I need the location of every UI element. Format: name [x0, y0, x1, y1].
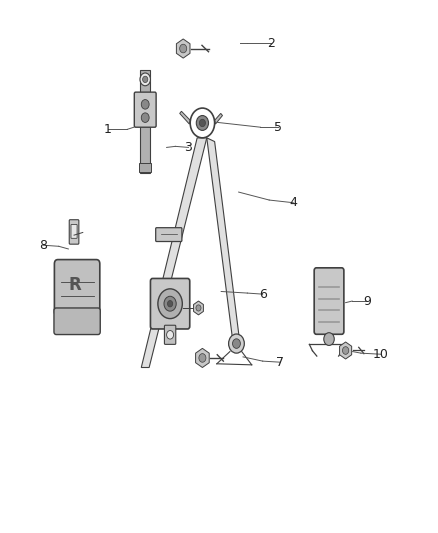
Text: 9: 9 — [364, 295, 371, 308]
Circle shape — [158, 289, 182, 319]
Text: 6: 6 — [259, 288, 267, 301]
Polygon shape — [141, 138, 207, 368]
Circle shape — [196, 116, 208, 131]
Circle shape — [199, 119, 205, 127]
Circle shape — [167, 301, 173, 307]
Polygon shape — [194, 301, 203, 315]
Circle shape — [140, 73, 150, 86]
FancyBboxPatch shape — [134, 92, 156, 127]
Polygon shape — [180, 111, 190, 124]
Circle shape — [143, 76, 148, 83]
Circle shape — [324, 333, 334, 345]
Circle shape — [141, 113, 149, 123]
Circle shape — [180, 44, 187, 53]
FancyBboxPatch shape — [54, 308, 100, 335]
Text: 10: 10 — [373, 348, 389, 361]
Circle shape — [233, 339, 240, 349]
Circle shape — [166, 330, 173, 339]
Circle shape — [164, 296, 176, 311]
Text: R: R — [68, 276, 81, 294]
Polygon shape — [215, 114, 223, 124]
Polygon shape — [177, 39, 190, 58]
Polygon shape — [339, 342, 352, 359]
FancyBboxPatch shape — [71, 224, 77, 238]
Text: 5: 5 — [274, 120, 282, 134]
Text: 7: 7 — [276, 356, 284, 369]
Circle shape — [229, 334, 244, 353]
Text: 4: 4 — [289, 196, 297, 209]
Circle shape — [141, 100, 149, 109]
FancyBboxPatch shape — [164, 325, 176, 344]
FancyBboxPatch shape — [69, 220, 79, 244]
Text: 3: 3 — [184, 141, 192, 154]
Text: 8: 8 — [39, 239, 47, 252]
Text: 2: 2 — [268, 37, 276, 50]
Polygon shape — [207, 138, 240, 344]
FancyBboxPatch shape — [150, 278, 190, 329]
FancyBboxPatch shape — [314, 268, 344, 334]
FancyBboxPatch shape — [155, 228, 182, 241]
Circle shape — [199, 353, 206, 362]
Circle shape — [196, 305, 201, 311]
FancyBboxPatch shape — [140, 70, 150, 173]
Circle shape — [343, 346, 349, 354]
FancyBboxPatch shape — [54, 260, 100, 316]
Polygon shape — [196, 349, 209, 368]
Polygon shape — [139, 163, 151, 172]
Text: 1: 1 — [104, 123, 112, 136]
